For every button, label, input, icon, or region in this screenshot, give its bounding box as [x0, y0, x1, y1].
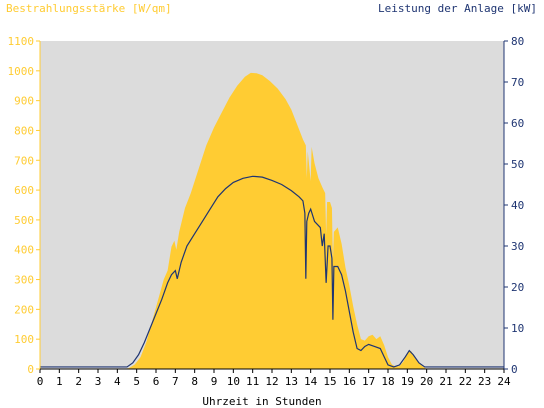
x-tick-label: 24	[497, 375, 511, 388]
left-axis-ticks: 0 100 200 300 400 500 600 700 800 900 1000 1100	[8, 35, 40, 376]
x-tick-label: 0	[37, 375, 44, 388]
right-tick-label: 40	[511, 199, 524, 212]
irradiance-area	[40, 72, 504, 369]
x-tick-label: 11	[246, 375, 259, 388]
x-tick-label: 17	[362, 375, 375, 388]
left-tick-label: 600	[14, 184, 34, 197]
x-tick-label: 14	[304, 375, 318, 388]
left-tick-label: 1000	[8, 65, 35, 78]
right-tick-label: 0	[511, 363, 518, 376]
left-axis-title: Bestrahlungsstärke [W/qm]	[6, 2, 172, 15]
x-tick-label: 18	[381, 375, 394, 388]
x-tick-label: 13	[285, 375, 298, 388]
right-tick-label: 60	[511, 117, 524, 130]
x-tick-label: 7	[172, 375, 179, 388]
x-tick-label: 3	[95, 375, 102, 388]
right-tick-label: 10	[511, 322, 524, 335]
right-tick-label: 30	[511, 240, 524, 253]
left-tick-label: 100	[14, 333, 34, 346]
right-tick-label: 80	[511, 35, 524, 48]
right-tick-label: 70	[511, 76, 524, 89]
left-tick-label: 400	[14, 244, 34, 257]
x-tick-label: 12	[265, 375, 278, 388]
x-tick-label: 23	[478, 375, 491, 388]
right-tick-label: 20	[511, 281, 524, 294]
x-tick-label: 19	[401, 375, 414, 388]
left-tick-label: 700	[14, 154, 34, 167]
x-tick-label: 22	[459, 375, 472, 388]
right-tick-label: 50	[511, 158, 524, 171]
x-tick-label: 20	[420, 375, 433, 388]
left-tick-label: 500	[14, 214, 34, 227]
right-axis-title: Leistung der Anlage [kW]	[378, 2, 537, 15]
x-tick-label: 15	[323, 375, 336, 388]
x-tick-label: 6	[153, 375, 160, 388]
x-tick-label: 1	[56, 375, 63, 388]
left-tick-label: 300	[14, 274, 34, 287]
left-tick-label: 900	[14, 95, 34, 108]
x-tick-label: 21	[439, 375, 452, 388]
left-tick-label: 200	[14, 303, 34, 316]
x-tick-label: 8	[191, 375, 198, 388]
irradiance-series	[40, 72, 504, 369]
x-tick-label: 9	[211, 375, 218, 388]
right-axis-ticks: 0 10 20 30 40 50 60 70 80	[504, 35, 524, 376]
x-tick-label: 10	[227, 375, 240, 388]
x-tick-label: 16	[343, 375, 356, 388]
left-tick-label: 1100	[8, 35, 35, 48]
left-tick-label: 800	[14, 124, 34, 137]
x-axis-title: Uhrzeit in Stunden	[202, 395, 321, 408]
x-tick-label: 2	[75, 375, 82, 388]
x-axis-ticks: 0 1 2 3 4 5 6 7 8 9 10 11 12 13 14 15 16 17 18 19 20 21 22 23 24	[37, 369, 511, 388]
left-tick-label: 0	[27, 363, 34, 376]
power-series	[40, 175, 504, 368]
x-tick-label: 5	[133, 375, 140, 388]
power-line	[40, 175, 504, 368]
x-tick-label: 4	[114, 375, 121, 388]
